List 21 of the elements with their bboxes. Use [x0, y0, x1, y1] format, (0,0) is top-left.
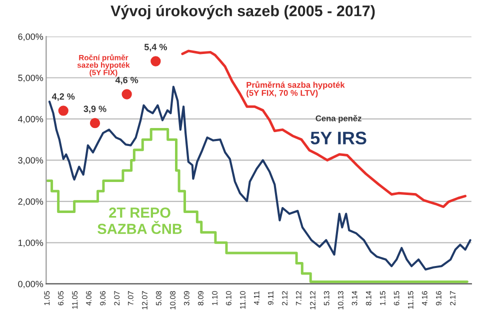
point	[58, 106, 68, 116]
line-series	[181, 50, 467, 208]
y-tick-label: 2,00%	[18, 198, 44, 206]
y-tick-label: 1,00%	[18, 240, 44, 248]
series-label: 2T REPO SAZBA ČNB	[98, 207, 182, 234]
point	[150, 56, 161, 66]
text: 5Y IRS	[310, 132, 366, 144]
y-tick-label: 6,00%	[18, 33, 44, 41]
point	[90, 118, 100, 128]
y-tick-label: 5,00%	[18, 74, 44, 82]
annotation: Cena peněz	[316, 114, 362, 123]
y-tick-label: 3,00%	[18, 157, 44, 165]
data-label: 5,4 %	[144, 44, 167, 52]
data-label: 4,2 %	[52, 93, 75, 102]
data-label: 4,6 %	[115, 76, 138, 85]
y-tick-label: 4,00%	[18, 116, 44, 124]
y-tick-label: 0,00%	[18, 280, 44, 288]
series-label: Průměrná sazba hypoték (5Y FIX, 70 % LTV)	[246, 81, 345, 98]
data-label: 3,9 %	[84, 106, 106, 114]
point	[122, 89, 132, 100]
chart-title: Vývoj úrokových sazeb (2005 - 2017)	[110, 4, 375, 20]
